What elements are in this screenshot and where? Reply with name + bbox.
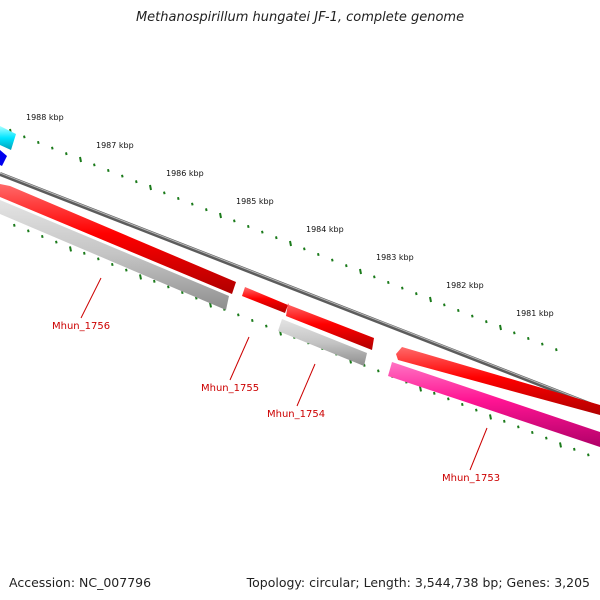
scale-tick-minor — [23, 135, 26, 139]
inner-scale-tick-minor — [517, 425, 520, 429]
scale-tick-minor — [191, 202, 194, 206]
accession-text: Accession: NC_007796 — [9, 575, 152, 590]
scale-tick-minor — [247, 224, 250, 229]
scale-tick-minor — [457, 308, 460, 313]
inner-scale-tick-minor — [237, 313, 240, 317]
inner-scale-tick-major — [139, 274, 142, 280]
scale-tick-minor — [107, 168, 110, 173]
genome-summary-text: Topology: circular; Length: 3,544,738 bp… — [246, 575, 590, 590]
scale-tick-minor — [93, 163, 96, 167]
inner-scale-tick-minor — [573, 447, 576, 451]
inner-scale-tick-minor — [251, 318, 254, 323]
scale-tick-major — [429, 296, 432, 303]
scale-tick-minor — [275, 236, 278, 240]
genome-backbone — [0, 172, 600, 410]
cyan-gene-feature[interactable] — [0, 126, 16, 150]
inner-scale-tick-minor — [167, 285, 170, 289]
gene-mhun-1753-forward[interactable] — [396, 347, 600, 415]
gene-mhun-1756-reverse[interactable] — [0, 200, 229, 310]
inner-scale-tick-minor — [447, 397, 450, 401]
scale-tick-minor — [485, 320, 488, 324]
scale-tick-minor — [527, 336, 530, 341]
gene-mhun-1754-forward[interactable] — [286, 303, 374, 350]
scale-tick-label: 1988 kbp — [26, 113, 64, 122]
inner-scale-tick-minor — [27, 229, 30, 233]
scale-tick-minor — [345, 264, 348, 268]
scale-tick-minor — [121, 174, 124, 178]
scale-tick-minor — [541, 342, 544, 346]
gene-label-mhun-1753[interactable]: Mhun_1753 — [442, 473, 500, 484]
scale-tick-minor — [51, 146, 54, 150]
inner-scale-tick-minor — [41, 234, 44, 239]
scale-tick-minor — [387, 280, 390, 285]
gene-mhun-1755-forward[interactable] — [242, 287, 288, 313]
inner-scale-tick-major — [419, 386, 422, 392]
gene-mhun-1753-reverse[interactable] — [388, 362, 600, 447]
scale-tick-minor — [233, 219, 236, 223]
gene-label-group: Mhun_1756 Mhun_1755 Mhun_1754 Mhun_1753 — [52, 277, 500, 484]
scale-tick-minor — [37, 140, 40, 145]
inner-scale-tick-minor — [461, 402, 464, 407]
inner-scale-tick-minor — [265, 324, 268, 328]
gene-label-mhun-1754[interactable]: Mhun_1754 — [267, 409, 325, 420]
scale-tick-major — [359, 268, 362, 275]
scale-tick-label: 1985 kbp — [236, 197, 274, 206]
inner-scale-tick-minor — [55, 240, 58, 244]
scale-tick-minor — [373, 275, 376, 279]
scale-tick-minor — [513, 331, 516, 335]
blue-gene-feature[interactable] — [0, 150, 7, 166]
scale-tick-minor — [443, 303, 446, 307]
scale-tick-label: 1986 kbp — [166, 169, 204, 178]
inner-scale-tick-minor — [503, 419, 506, 423]
inner-scale-tick-minor — [13, 223, 16, 227]
scale-tick-minor — [471, 314, 474, 318]
inner-scale-tick-minor — [377, 369, 380, 373]
inner-scale-tick-minor — [97, 257, 100, 261]
gene-label-mhun-1755[interactable]: Mhun_1755 — [201, 383, 259, 394]
inner-scale-tick-minor — [181, 290, 184, 295]
inner-scale-tick-minor — [125, 268, 128, 272]
scale-tick-minor — [65, 152, 68, 156]
gene-label-mhun-1756[interactable]: Mhun_1756 — [52, 321, 110, 332]
scale-tick-label: 1987 kbp — [96, 141, 134, 150]
inner-scale-tick-minor — [111, 262, 114, 267]
gene-mhun-1754-reverse[interactable] — [278, 319, 367, 366]
scale-tick-minor — [555, 348, 558, 352]
scale-tick-label: 1983 kbp — [376, 253, 414, 262]
scale-tick-minor — [303, 247, 306, 251]
inner-scale-tick-major — [69, 246, 72, 252]
inner-scale-tick-minor — [153, 279, 156, 283]
scale-tick-minor — [331, 258, 334, 262]
scale-tick-major — [149, 184, 152, 191]
scale-ticks: 1988 kbp 1987 kbp 1986 kbp 1985 kbp 1984 kbp… — [9, 113, 590, 457]
scale-tick-label: 1982 kbp — [446, 281, 484, 290]
scale-tick-major — [499, 324, 502, 331]
map-title: Methanospirillum hungatei JF-1, complete… — [135, 10, 465, 25]
inner-scale-tick-major — [489, 414, 492, 420]
inner-scale-tick-minor — [475, 408, 478, 412]
inner-scale-tick-minor — [587, 453, 590, 457]
scale-tick-minor — [415, 292, 418, 296]
scale-tick-minor — [205, 208, 208, 212]
scale-tick-minor — [177, 196, 180, 201]
scale-tick-minor — [135, 180, 138, 184]
inner-scale-tick-minor — [433, 391, 436, 395]
scale-tick-minor — [261, 230, 264, 234]
scale-tick-major — [289, 240, 292, 247]
scale-tick-major — [79, 156, 82, 163]
scale-tick-label: 1981 kbp — [516, 309, 554, 318]
inner-scale-tick-minor — [83, 251, 86, 255]
scale-tick-minor — [401, 286, 404, 290]
inner-scale-tick-minor — [531, 430, 534, 435]
gene-mhun-1756-forward[interactable] — [0, 184, 236, 294]
scale-tick-minor — [163, 191, 166, 195]
scale-tick-minor — [317, 252, 320, 257]
inner-scale-tick-minor — [545, 436, 548, 440]
scale-tick-label: 1984 kbp — [306, 225, 344, 234]
inner-scale-tick-major — [559, 442, 562, 448]
scale-tick-major — [219, 212, 222, 219]
